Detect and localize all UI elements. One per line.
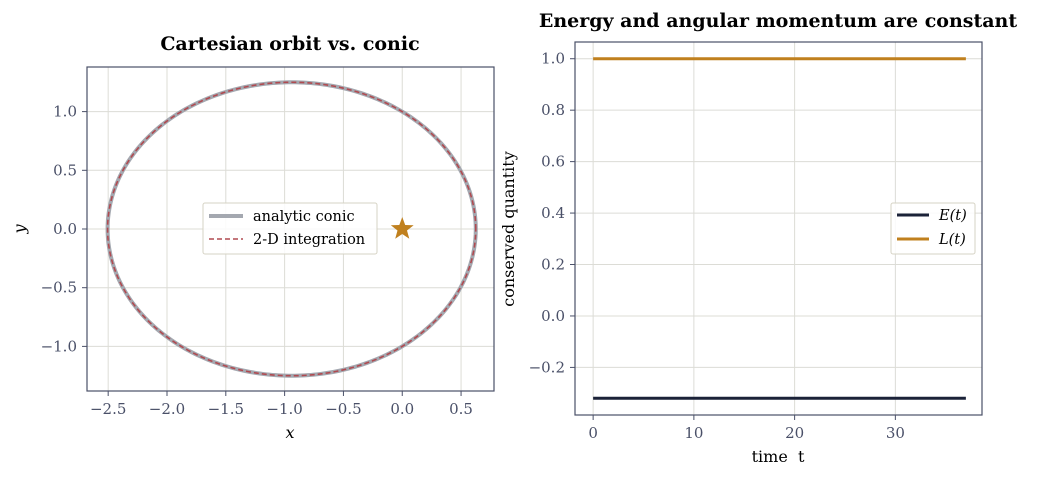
conservation-grid bbox=[575, 42, 982, 415]
conservation-x-tick-label: 30 bbox=[886, 424, 905, 442]
conservation-x-tick-label: 10 bbox=[684, 424, 703, 442]
orbit-legend-label-integration: 2-D integration bbox=[253, 232, 365, 248]
focus-star-icon bbox=[390, 217, 414, 239]
orbit-y-tick-label: −1.0 bbox=[41, 337, 77, 355]
orbit-x-tick-label: −0.5 bbox=[325, 400, 361, 418]
orbit-series-integration bbox=[106, 81, 477, 377]
orbit-y-axis-label: y bbox=[10, 224, 29, 235]
conservation-y-tick-label: 1.0 bbox=[541, 50, 565, 68]
orbit-y-tick-label: 0.0 bbox=[53, 220, 77, 238]
orbit-ticks: −2.5 −2.0 −1.5 −1.0 −0.5 0.0 0.5 −1.0 −0.5 0.0 0.5… bbox=[41, 103, 473, 418]
conservation-legend: E(t) L(t) bbox=[890, 202, 976, 255]
conservation-x-tick-label: 0 bbox=[588, 424, 598, 442]
orbit-y-tick-label: −0.5 bbox=[41, 279, 77, 297]
orbit-x-tick-label: −1.5 bbox=[208, 400, 244, 418]
orbit-x-tick-label: 0.0 bbox=[390, 400, 414, 418]
conservation-y-tick-label: 0.2 bbox=[541, 256, 565, 274]
orbit-legend-label-analytic: analytic conic bbox=[253, 209, 355, 225]
conservation-x-tick-label: 20 bbox=[785, 424, 804, 442]
conservation-y-tick-label: 0.6 bbox=[541, 153, 565, 171]
orbit-y-tick-label: 0.5 bbox=[53, 161, 77, 179]
conservation-panel-title: Energy and angular momentum are constant bbox=[539, 10, 1018, 32]
conservation-y-tick-label: 0.0 bbox=[541, 307, 565, 325]
orbit-x-tick-label: −2.0 bbox=[149, 400, 185, 418]
orbit-x-tick-label: −1.0 bbox=[266, 400, 302, 418]
orbit-x-tick-label: −2.5 bbox=[90, 400, 126, 418]
conservation-y-axis-label: conserved quantity bbox=[499, 151, 518, 306]
orbit-x-tick-label: 0.5 bbox=[449, 400, 473, 418]
conservation-y-tick-label: 0.4 bbox=[541, 204, 565, 222]
orbit-panel-title: Cartesian orbit vs. conic bbox=[160, 33, 419, 55]
orbit-legend-box bbox=[202, 202, 378, 255]
conservation-x-axis-label: time t bbox=[752, 447, 805, 466]
conservation-legend-label-energy: E(t) bbox=[938, 208, 967, 224]
conservation-ticks: 0 10 20 30 −0.2 0.0 0.2 0.4 0.6 0.8 1.0 bbox=[529, 50, 905, 442]
conservation-y-tick-label: −0.2 bbox=[529, 358, 565, 376]
conservation-panel: Energy and angular momentum are constant… bbox=[499, 10, 1017, 466]
orbit-x-axis-label: x bbox=[285, 423, 294, 442]
conservation-legend-label-momentum: L(t) bbox=[938, 232, 966, 248]
orbit-panel: Cartesian orbit vs. conic −2.5 −2.0 −1.5 −1… bbox=[10, 33, 495, 442]
conservation-y-tick-label: 0.8 bbox=[541, 101, 565, 119]
orbit-legend: analytic conic 2-D integration bbox=[202, 202, 378, 255]
orbit-y-tick-label: 1.0 bbox=[53, 103, 77, 121]
orbit-series-layer bbox=[105, 80, 478, 378]
conservation-plot-frame bbox=[574, 41, 983, 416]
conservation-series-layer bbox=[593, 57, 966, 400]
